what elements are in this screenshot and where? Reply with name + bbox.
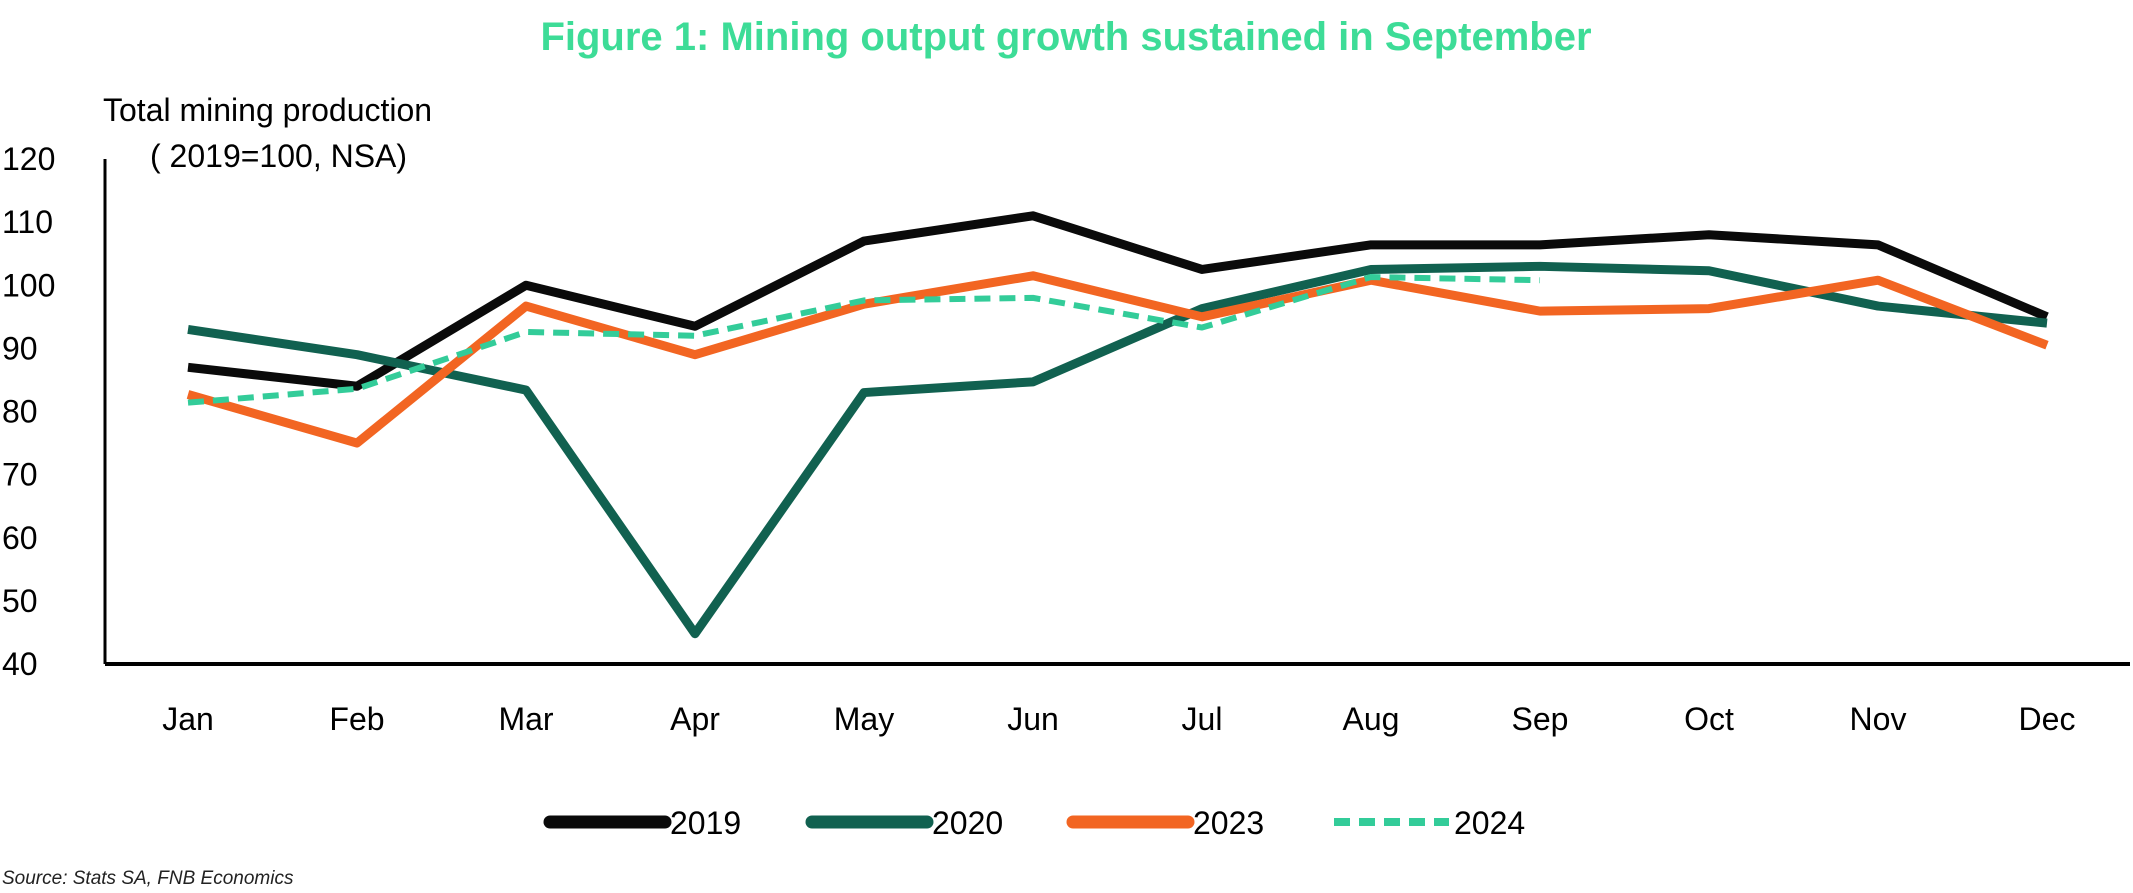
y-tick-label: 50 [2,583,38,619]
legend-item-2023: 2023 [1066,805,1264,841]
x-tick-label: Apr [670,701,720,737]
legend-label: 2020 [932,805,1003,841]
series-line-2024 [187,274,1541,406]
legend-label: 2024 [1454,805,1525,841]
x-tick-label: Nov [1850,701,1907,737]
y-axis-label-line2: ( 2019=100, NSA) [150,138,407,174]
x-tick-label: Dec [2019,701,2076,737]
y-tick-label: 40 [2,646,38,682]
y-tick-label: 90 [2,330,38,366]
y-tick-label: 120 [2,141,55,177]
x-tick-label: Jun [1007,701,1059,737]
y-tick-label: 110 [2,204,53,240]
legend-label: 2019 [670,805,741,841]
y-tick-label: 80 [2,394,38,430]
x-tick-label: Aug [1343,701,1400,737]
x-tick-label: Sep [1512,701,1569,737]
y-tick-label: 70 [2,457,38,493]
y-tick-label: 100 [2,267,55,303]
x-tick-label: Jul [1182,701,1223,737]
legend-item-2024: 2024 [1334,805,1525,841]
legend-item-2020: 2020 [805,805,1003,841]
series-line-2023 [186,271,2049,448]
legend-item-2019: 2019 [543,805,741,841]
x-tick-label: Oct [1684,701,1734,737]
x-tick-label: Mar [498,701,553,737]
legend-label: 2023 [1193,805,1264,841]
y-tick-label: 60 [2,520,38,556]
x-tick-label: May [834,701,894,737]
chart-title: Figure 1: Mining output growth sustained… [540,15,1591,59]
x-tick-label: Feb [329,701,384,737]
y-axis-label-line1: Total mining production [103,92,432,128]
x-tick-label: Jan [162,701,214,737]
series-line-2019 [187,211,2049,391]
series-line-2020 [187,261,2048,639]
source-note: Source: Stats SA, FNB Economics [2,868,294,889]
